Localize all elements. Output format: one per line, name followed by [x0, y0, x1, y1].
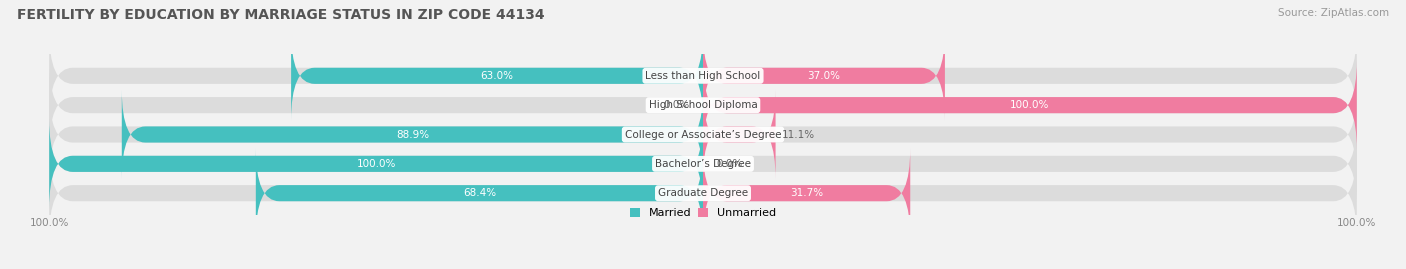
FancyBboxPatch shape [256, 148, 703, 238]
FancyBboxPatch shape [703, 31, 945, 121]
FancyBboxPatch shape [291, 31, 703, 121]
Text: 11.1%: 11.1% [782, 129, 815, 140]
Text: Less than High School: Less than High School [645, 71, 761, 81]
FancyBboxPatch shape [703, 148, 910, 238]
FancyBboxPatch shape [703, 90, 776, 179]
Text: 0.0%: 0.0% [716, 159, 742, 169]
Text: 63.0%: 63.0% [481, 71, 513, 81]
FancyBboxPatch shape [49, 119, 703, 208]
FancyBboxPatch shape [122, 90, 703, 179]
FancyBboxPatch shape [49, 31, 1357, 121]
Text: College or Associate’s Degree: College or Associate’s Degree [624, 129, 782, 140]
Text: High School Diploma: High School Diploma [648, 100, 758, 110]
FancyBboxPatch shape [49, 119, 1357, 208]
FancyBboxPatch shape [49, 90, 1357, 179]
Text: Bachelor’s Degree: Bachelor’s Degree [655, 159, 751, 169]
Text: 31.7%: 31.7% [790, 188, 823, 198]
Text: 88.9%: 88.9% [396, 129, 429, 140]
Text: 37.0%: 37.0% [807, 71, 841, 81]
Text: 100.0%: 100.0% [1010, 100, 1050, 110]
Text: FERTILITY BY EDUCATION BY MARRIAGE STATUS IN ZIP CODE 44134: FERTILITY BY EDUCATION BY MARRIAGE STATU… [17, 8, 544, 22]
Legend: Married, Unmarried: Married, Unmarried [626, 203, 780, 222]
Text: Source: ZipAtlas.com: Source: ZipAtlas.com [1278, 8, 1389, 18]
FancyBboxPatch shape [49, 148, 1357, 238]
Text: Graduate Degree: Graduate Degree [658, 188, 748, 198]
Text: 0.0%: 0.0% [664, 100, 690, 110]
Text: 68.4%: 68.4% [463, 188, 496, 198]
FancyBboxPatch shape [703, 61, 1357, 150]
FancyBboxPatch shape [49, 61, 1357, 150]
Text: 100.0%: 100.0% [356, 159, 396, 169]
